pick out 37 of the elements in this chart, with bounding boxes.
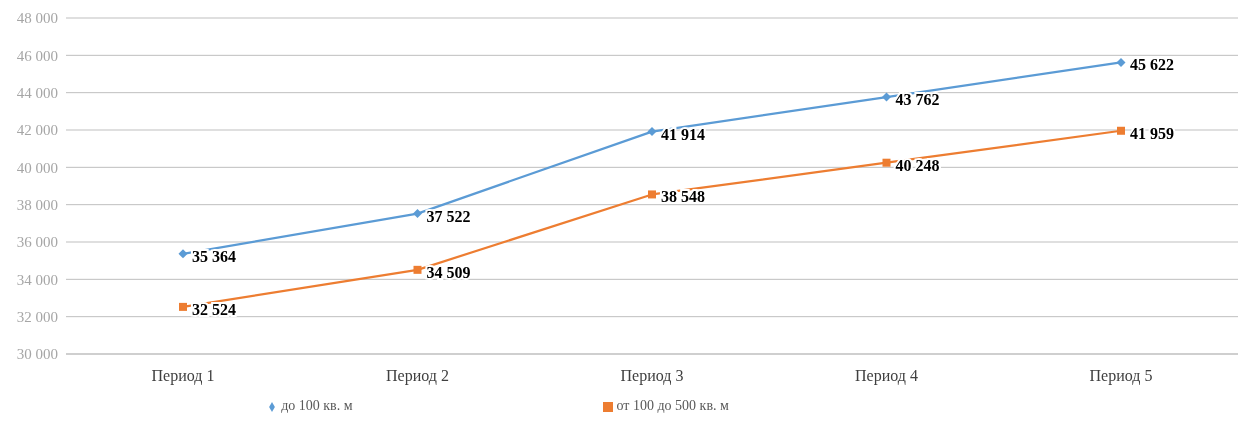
data-label: 40 248 bbox=[895, 156, 940, 174]
point bbox=[882, 158, 891, 167]
x-tick-label: Период 5 bbox=[1089, 367, 1153, 386]
y-tick-label: 46 000 bbox=[16, 47, 58, 64]
point bbox=[178, 249, 188, 259]
x-tick-label: Период 1 bbox=[151, 367, 215, 386]
point bbox=[647, 127, 657, 137]
y-tick-label: 32 000 bbox=[16, 308, 58, 325]
data-label: 43 762 bbox=[895, 91, 940, 109]
y-tick-label: 36 000 bbox=[16, 234, 58, 251]
data-label: 35 364 bbox=[192, 247, 236, 265]
point bbox=[1116, 57, 1126, 67]
legend-label: от 100 до 500 кв. м bbox=[616, 398, 729, 413]
data-label: 37 522 bbox=[426, 207, 471, 225]
y-tick-label: 30 000 bbox=[16, 346, 58, 363]
data-label: 38 548 bbox=[661, 188, 705, 206]
x-tick-label: Период 2 bbox=[386, 367, 449, 386]
y-tick-label: 38 000 bbox=[16, 196, 58, 213]
y-tick-label: 34 000 bbox=[16, 271, 58, 288]
point bbox=[413, 265, 422, 274]
y-tick-label: 48 000 bbox=[16, 10, 58, 27]
point bbox=[413, 209, 422, 219]
y-tick-label: 42 000 bbox=[16, 122, 58, 139]
y-tick-label: 44 000 bbox=[16, 84, 58, 101]
point bbox=[648, 190, 656, 199]
legend-label: до 100 кв. м bbox=[281, 398, 353, 413]
data-label: 45 622 bbox=[1130, 56, 1174, 74]
x-tick-label: Период 3 bbox=[620, 367, 684, 386]
data-label: 41 914 bbox=[661, 125, 705, 143]
y-tick-label: 40 000 bbox=[16, 159, 58, 176]
x-tick-label: Период 4 bbox=[855, 367, 918, 386]
data-label: 32 524 bbox=[192, 300, 236, 318]
data-label: 41 959 bbox=[1130, 124, 1174, 142]
point bbox=[1117, 126, 1125, 135]
data-label: 34 509 bbox=[426, 263, 471, 281]
point bbox=[179, 302, 187, 311]
point bbox=[882, 92, 891, 102]
